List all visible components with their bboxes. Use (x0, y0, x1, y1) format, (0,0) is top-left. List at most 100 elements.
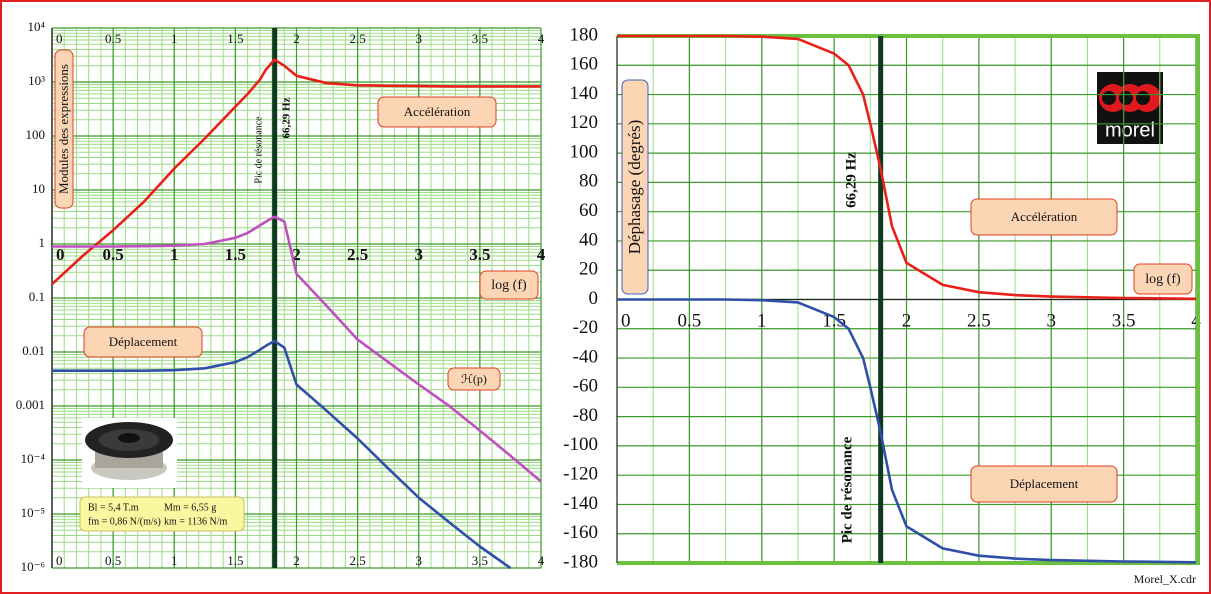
series-label-box (377, 96, 497, 128)
y-tick-label: 180 (570, 24, 599, 45)
y-tick-label: -120 (563, 464, 598, 485)
speaker-photo (82, 418, 177, 488)
x-tick-label: 2.5 (350, 553, 366, 568)
x-tick-label: 0.5 (103, 245, 124, 264)
series-line (617, 298, 1197, 564)
x-axis-label-box (1133, 263, 1193, 295)
x-axis-label-box (479, 270, 539, 300)
y-tick-label: -140 (563, 493, 598, 514)
y-tick-label: 140 (570, 83, 599, 104)
x-tick-label: 1.5 (227, 31, 243, 46)
y-axis-label-box (54, 49, 74, 209)
x-tick-label: 1 (170, 245, 179, 264)
x-tick-label: 3.5 (472, 553, 488, 568)
y-tick-label: -40 (573, 346, 598, 367)
y-axis-label: Modules des expressions (56, 64, 71, 194)
series-line (617, 34, 1197, 301)
logo: morel (1097, 72, 1163, 144)
y-tick-label: 10⁻⁴ (21, 451, 46, 466)
series-label-box (970, 198, 1118, 236)
y-tick-label: 100 (570, 141, 599, 162)
spec: Mm = 6,55 g (164, 502, 216, 513)
y-tick-label: 120 (570, 112, 599, 133)
y-axis-label-box (621, 79, 649, 295)
spec: fm = 0,86 N/(m/s) (88, 516, 161, 527)
y-tick-label: 0 (589, 288, 599, 309)
plot-frame (617, 34, 1200, 565)
series-label: Déplacement (1010, 476, 1079, 491)
x-tick-label: 3 (416, 553, 423, 568)
x-tick-label: 4 (537, 245, 546, 264)
spec: Bl = 5,4 T.m (88, 502, 139, 513)
x-tick-label: 2 (293, 553, 300, 568)
spec: km = 1136 N/m (164, 516, 228, 527)
y-tick-label: 100 (26, 127, 46, 142)
x-tick-label: 3.5 (469, 245, 490, 264)
y-tick-label: 10⁴ (27, 19, 45, 34)
specs-box (79, 496, 245, 532)
x-tick-label: 3 (415, 245, 424, 264)
resonance-note: Pic de résonance (839, 436, 855, 543)
y-tick-label: 60 (579, 200, 598, 221)
y-tick-label: 40 (579, 229, 598, 250)
footer: Morel_X.cdr (1134, 572, 1196, 586)
x-tick-label: 2 (292, 245, 301, 264)
x-tick-label: 1.5 (227, 553, 243, 568)
x-tick-label: 0 (56, 31, 63, 46)
x-tick-label: 3 (1047, 310, 1057, 331)
x-tick-label: 0 (621, 310, 631, 331)
x-tick-label: 3.5 (472, 31, 488, 46)
y-tick-label: -60 (573, 376, 598, 397)
x-tick-label: 4 (538, 553, 545, 568)
series-label: Accélération (1011, 209, 1078, 224)
series-label-box (447, 367, 501, 391)
y-tick-label: 0.1 (29, 289, 45, 304)
y-tick-label: 10⁻⁵ (21, 505, 45, 520)
resonance-note: Pic de résonance (253, 116, 264, 184)
y-tick-label: -20 (573, 317, 598, 338)
y-tick-label: 10³ (28, 73, 45, 88)
y-tick-label: 1 (39, 235, 46, 250)
resonance-label: 66,29 Hz (281, 97, 293, 138)
x-tick-label: 1.5 (225, 245, 246, 264)
x-tick-label: 4 (538, 31, 545, 46)
y-tick-label: 160 (570, 54, 599, 75)
y-tick-label: -160 (563, 522, 598, 543)
y-tick-label: -100 (563, 434, 598, 455)
x-tick-label: 0 (56, 245, 65, 264)
x-tick-label: 2.5 (347, 245, 368, 264)
logo-text: morel (1105, 119, 1155, 141)
x-axis-label: log (f) (491, 278, 527, 293)
y-tick-label: 10⁻⁶ (21, 559, 45, 574)
series-label-box (970, 465, 1118, 503)
series-label-box (83, 326, 203, 358)
x-tick-label: 0.5 (105, 553, 121, 568)
x-tick-label: 2 (293, 31, 300, 46)
y-tick-label: -180 (563, 551, 598, 572)
series-line (52, 215, 542, 483)
x-axis-label: log (f) (1145, 272, 1181, 287)
x-tick-label: 0 (56, 553, 63, 568)
chart: 10⁻⁶ 10⁻⁵ 10⁻⁴ 0.001 0.01 0.1 1 10 100 10³ 10⁴ 0 0 0 0… (16, 19, 546, 574)
x-tick-label: 2.5 (350, 31, 366, 46)
x-tick-label: 3.5 (1112, 310, 1136, 331)
series-label: Déplacement (109, 334, 178, 349)
x-tick-label: 2.5 (967, 310, 991, 331)
series-label: Accélération (404, 104, 471, 119)
x-tick-label: 1 (171, 553, 178, 568)
y-axis-label: Déphasage (degrés) (625, 120, 644, 255)
y-tick-label: 20 (579, 259, 598, 280)
y-tick-label: 80 (579, 171, 598, 192)
series-label: ℋ(p) (461, 372, 487, 386)
x-tick-label: 3 (416, 31, 423, 46)
series-line (51, 58, 541, 286)
chart: -180-160-140-120-100-80-60-40-2002040608… (563, 24, 1201, 585)
x-tick-label: 1 (171, 31, 178, 46)
x-tick-label: 1 (757, 310, 767, 331)
resonance-label: 66,29 Hz (843, 152, 859, 208)
x-tick-label: 2 (902, 310, 912, 331)
series-line (52, 339, 512, 570)
y-tick-label: 10 (32, 181, 45, 196)
y-tick-label: 0.01 (22, 343, 45, 358)
